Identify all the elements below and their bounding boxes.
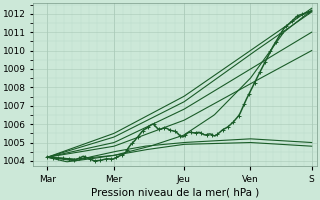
X-axis label: Pression niveau de la mer( hPa ): Pression niveau de la mer( hPa ) (91, 187, 260, 197)
